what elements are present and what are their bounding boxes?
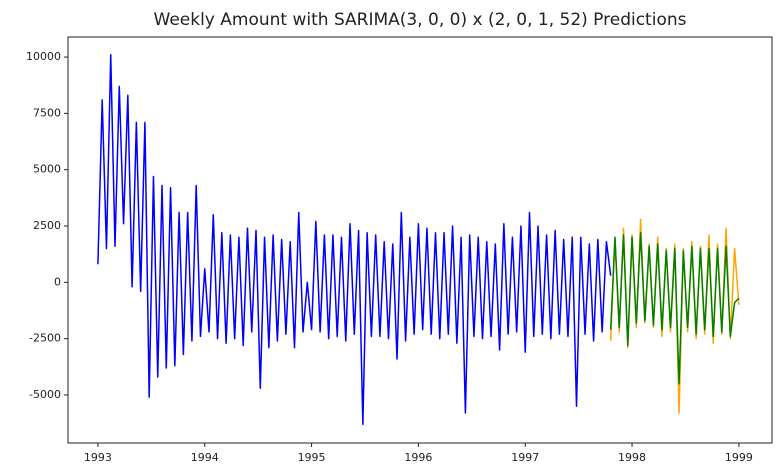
x-tick-label: 1997 xyxy=(511,451,539,464)
y-tick-label: -5000 xyxy=(29,388,61,401)
series-line xyxy=(609,218,740,414)
x-tick-label: 1998 xyxy=(618,451,646,464)
x-tick-label: 1996 xyxy=(404,451,432,464)
x-tick-label: 1993 xyxy=(84,451,112,464)
y-tick-label: 7500 xyxy=(33,106,61,119)
y-tick-label: 0 xyxy=(54,275,61,288)
y-tick-label: 5000 xyxy=(33,163,61,176)
y-tick-label: -2500 xyxy=(29,332,61,345)
chart-title: Weekly Amount with SARIMA(3, 0, 0) x (2,… xyxy=(154,10,687,30)
series-line xyxy=(97,54,612,426)
series-line xyxy=(609,232,740,385)
y-tick-label: 10000 xyxy=(26,50,61,63)
plot-frame xyxy=(67,36,773,444)
x-tick-label: 1999 xyxy=(725,451,753,464)
y-tick-label: 2500 xyxy=(33,219,61,232)
x-tick-label: 1995 xyxy=(298,451,326,464)
x-tick-label: 1994 xyxy=(191,451,219,464)
